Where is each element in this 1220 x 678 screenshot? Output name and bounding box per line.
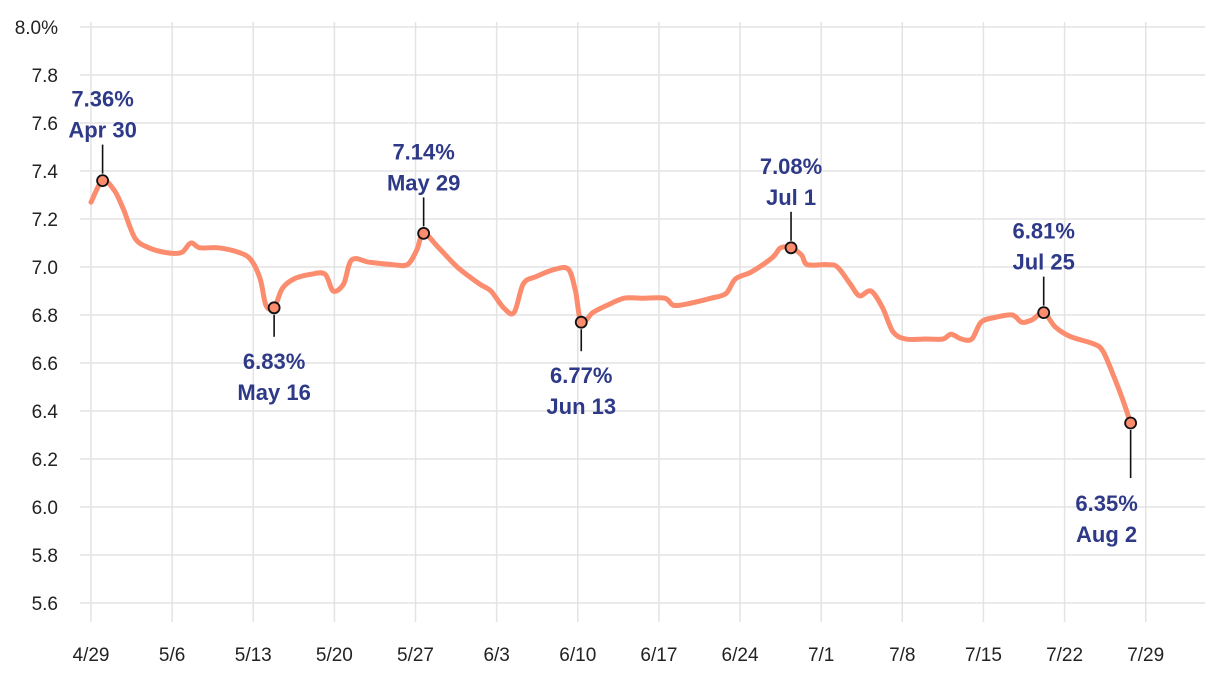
y-tick-label: 7.4 [32,162,59,183]
x-tick-label: 5/13 [235,645,272,666]
annotation-marker [96,174,109,188]
annotation-value-label: 7.14% [392,139,454,164]
y-tick-label: 6.2 [32,450,58,471]
x-tick-label: 7/29 [1127,645,1164,666]
annotation-value-label: 6.35% [1075,491,1137,516]
x-tick-label: 5/20 [316,645,353,666]
series-line-mortgage-rate [88,177,1134,426]
x-tick-label: 6/10 [559,645,596,666]
x-tick-label: 5/6 [159,645,185,666]
annotation-date-label: May 16 [237,380,310,405]
x-tick-label: 7/15 [965,645,1002,666]
annotation-value-label: 7.08% [760,154,822,179]
annotation-marker [574,315,588,329]
annotation-date-label: Jul 1 [766,185,816,210]
y-tick-label: 6.6 [32,354,58,375]
annotation-marker [1124,416,1138,430]
y-tick-label: 8.0% [15,18,58,39]
annotation-date-label: Jun 13 [546,394,616,419]
annotation-marker [1037,306,1051,320]
y-tick-label: 7.0 [32,258,58,279]
y-tick-label: 7.6 [32,114,58,135]
x-tick-label: 6/3 [483,645,509,666]
annotation-date-label: May 29 [387,170,460,195]
annotation-date-label: Aug 2 [1076,522,1137,547]
x-tick-label: 7/1 [808,645,834,666]
annotation-value-label: 6.83% [243,349,305,374]
y-tick-label: 7.2 [32,210,58,231]
annotation-marker [267,301,281,315]
x-tick-label: 7/22 [1046,645,1083,666]
x-tick-label: 6/24 [722,645,759,666]
annotation-marker [784,241,798,255]
annotation-value-label: 7.36% [71,87,133,112]
y-tick-label: 6.0 [32,498,58,519]
annotation-value-label: 6.77% [550,363,612,388]
axis-tick-labels: 5.6 5.8 6.0 6.2 6.4 6.6 6.8 7.0 7.2 7.4 7.6 7.8 8.0%… [15,18,1164,666]
annotation-date-label: Jul 25 [1013,250,1075,275]
x-tick-label: 6/17 [640,645,677,666]
annotation-marker [417,226,431,240]
x-tick-label: 5/27 [397,645,434,666]
annotation-layer: 7.36% Apr 30 6.83% May 16 7.14% May 29 6.77% Ju… [68,87,1137,547]
grid-lines [80,22,1205,622]
series-layer [88,177,1134,426]
x-tick-label: 4/29 [73,645,110,666]
annotation-value-label: 6.81% [1013,219,1075,244]
annotation-date-label: Apr 30 [68,118,136,143]
y-tick-label: 6.8 [32,306,58,327]
y-tick-label: 6.4 [32,402,59,423]
y-tick-label: 5.8 [32,546,58,567]
y-tick-label: 5.6 [32,594,58,615]
y-tick-label: 7.8 [32,66,58,87]
x-tick-label: 7/8 [889,645,915,666]
